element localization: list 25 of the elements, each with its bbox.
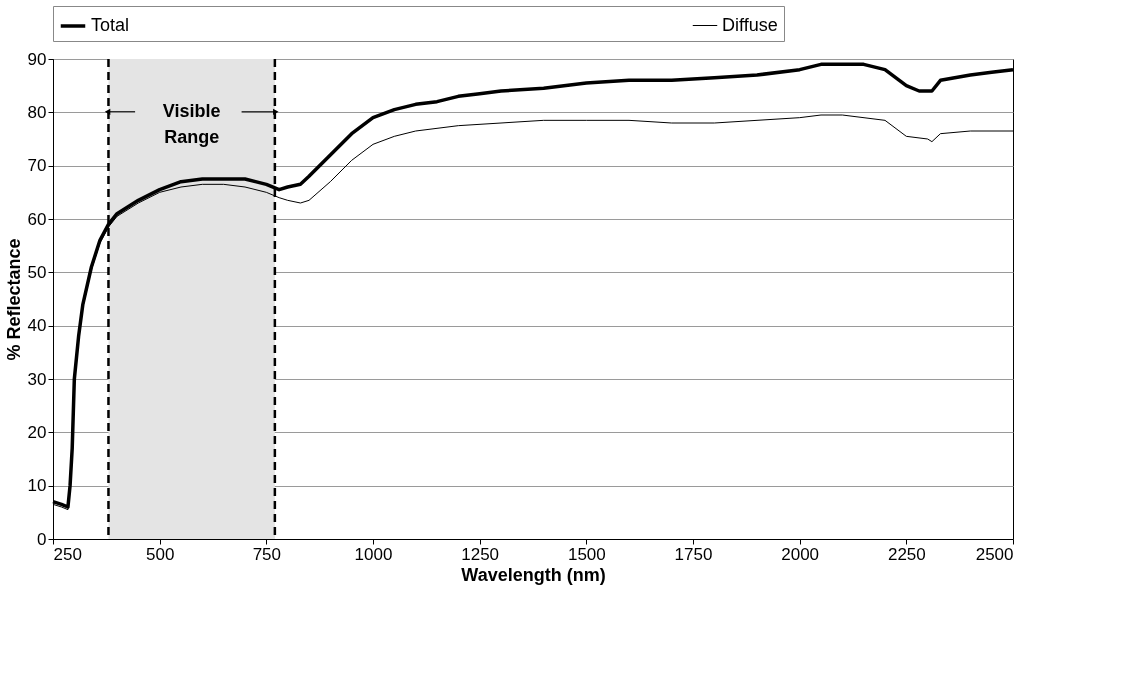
x-tick-label: 1250	[461, 544, 500, 564]
y-tick-label: 70	[27, 156, 47, 176]
y-tick-label: 10	[27, 476, 47, 496]
legend-label: Total	[91, 15, 130, 35]
legend-label: Diffuse	[722, 14, 778, 35]
y-tick-label: 30	[27, 369, 47, 389]
x-tick-label: 250	[53, 544, 82, 564]
x-tick-label: 2000	[781, 544, 820, 564]
x-tick-label: 2500	[975, 544, 1014, 564]
y-tick-label: 50	[27, 262, 47, 282]
x-axis-title: Wavelength (nm)	[461, 564, 606, 585]
x-tick-label: 1000	[354, 544, 393, 564]
y-tick-label: 90	[27, 49, 47, 69]
band-label: Visible Range	[162, 100, 221, 147]
y-tick-label: 20	[27, 422, 47, 442]
x-tick-label: 500	[145, 544, 175, 564]
x-tick-label: 750	[252, 544, 282, 564]
x-tick-label: 1500	[567, 544, 606, 564]
y-tick-label: 0	[37, 529, 47, 549]
x-tick-label: 2250	[887, 544, 926, 564]
y-tick-label: 80	[27, 102, 47, 122]
y-tick-label: 40	[27, 316, 47, 336]
x-tick-label: 1750	[674, 544, 713, 564]
y-axis-title: % Reflectance	[3, 238, 24, 361]
y-tick-label: 60	[27, 209, 47, 229]
